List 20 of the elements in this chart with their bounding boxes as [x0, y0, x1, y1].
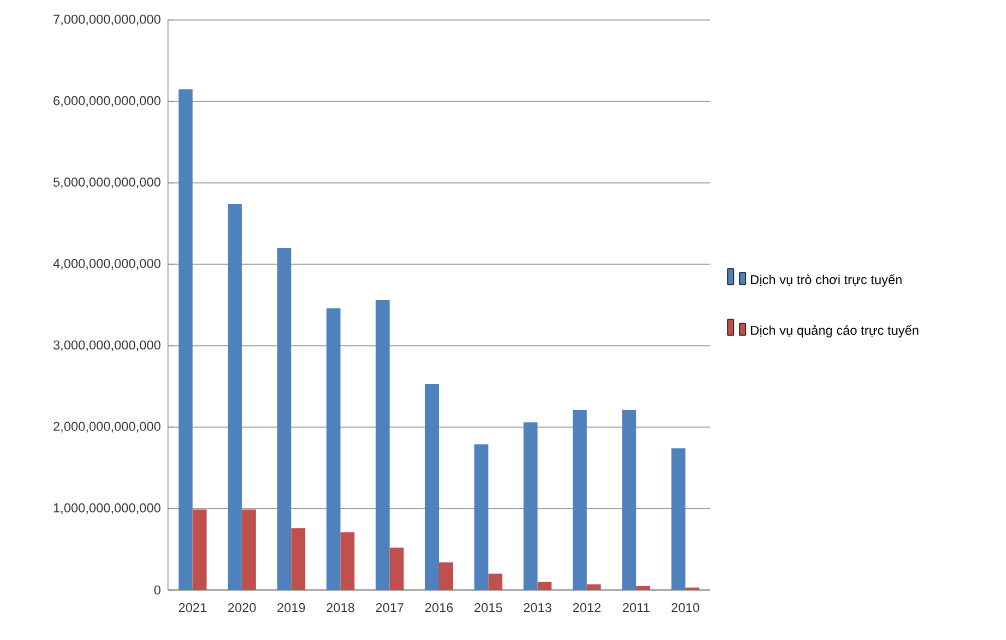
- bar: [326, 308, 341, 590]
- bar: [192, 509, 207, 590]
- bar: [439, 562, 454, 590]
- bar: [227, 204, 242, 590]
- bar: [523, 422, 538, 590]
- bar: [340, 532, 355, 590]
- bar: [277, 248, 292, 590]
- bar: [622, 410, 637, 590]
- bar: [671, 448, 686, 590]
- bar: [537, 581, 552, 590]
- bar: [241, 509, 256, 590]
- bar: [488, 573, 503, 590]
- bar: [572, 410, 587, 590]
- bar: [425, 383, 440, 590]
- bar: [375, 300, 390, 590]
- bar: [474, 444, 489, 590]
- bar: [178, 89, 193, 590]
- bar: [389, 547, 404, 590]
- bar: [291, 528, 306, 590]
- bar: [586, 584, 601, 590]
